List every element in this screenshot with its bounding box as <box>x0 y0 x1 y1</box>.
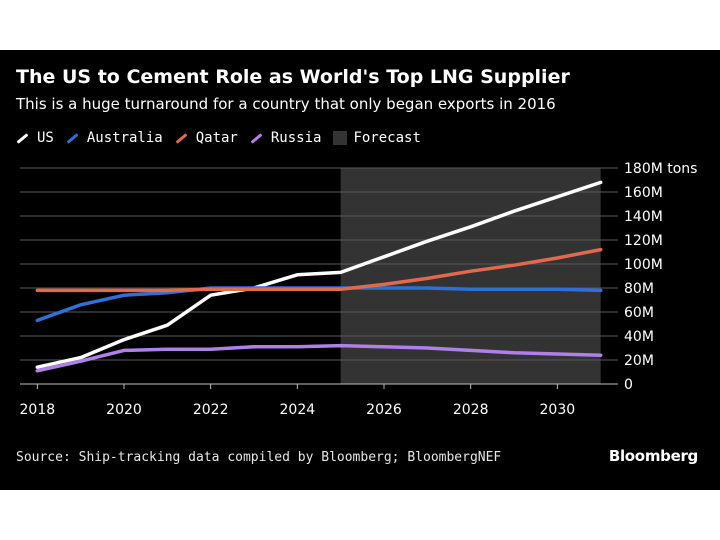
x-tick-label: 2020 <box>106 402 142 418</box>
legend-label-us: US <box>37 130 54 146</box>
chart-title: The US to Cement Role as World's Top LNG… <box>16 66 570 88</box>
legend-swatch-forecast <box>333 131 348 145</box>
chart-panel: The US to Cement Role as World's Top LNG… <box>0 50 720 490</box>
x-tick-label: 2026 <box>366 402 402 418</box>
y-tick-label: 20M <box>624 353 654 369</box>
chart-subtitle: This is a huge turnaround for a country … <box>16 95 556 113</box>
legend-item-australia: Australia <box>66 130 163 146</box>
legend-label-russia: Russia <box>270 130 322 146</box>
x-tick-label: 2030 <box>540 402 576 418</box>
x-tick-label: 2028 <box>453 402 489 418</box>
y-tick-label: 0 <box>624 377 633 393</box>
line-chart: 0 20M 40M 60M 80M 100M 120M 140M 160M 180M tons 20… <box>20 161 698 418</box>
source-note: Source: Ship-tracking data compiled by B… <box>16 450 502 465</box>
legend-item-russia: Russia <box>250 130 322 146</box>
chart-legend: US Australia Qatar Russia Forecast <box>16 130 433 146</box>
x-tick-label: 2024 <box>280 402 316 418</box>
series-line-qatar <box>35 247 603 293</box>
bloomberg-logo: Bloomberg <box>608 447 698 465</box>
legend-label-australia: Australia <box>86 130 163 146</box>
series-line-russia <box>35 343 603 373</box>
legend-item-forecast: Forecast <box>333 130 421 146</box>
y-tick-label: 40M <box>624 329 654 345</box>
y-tick-label: 180M tons <box>624 161 697 177</box>
y-tick-label: 140M <box>624 209 663 225</box>
series-line-us <box>35 180 603 369</box>
y-tick-label: 160M <box>624 185 663 201</box>
y-tick-label: 60M <box>624 305 654 321</box>
legend-item-qatar: Qatar <box>175 130 238 146</box>
legend-label-qatar: Qatar <box>195 130 238 146</box>
legend-item-us: US <box>16 130 54 146</box>
y-tick-label: 120M <box>624 233 663 249</box>
y-tick-label: 100M <box>624 257 663 273</box>
legend-label-forecast: Forecast <box>353 130 421 146</box>
x-tick-label: 2018 <box>20 402 56 418</box>
x-tick-label: 2022 <box>193 402 229 418</box>
y-tick-label: 80M <box>624 281 654 297</box>
